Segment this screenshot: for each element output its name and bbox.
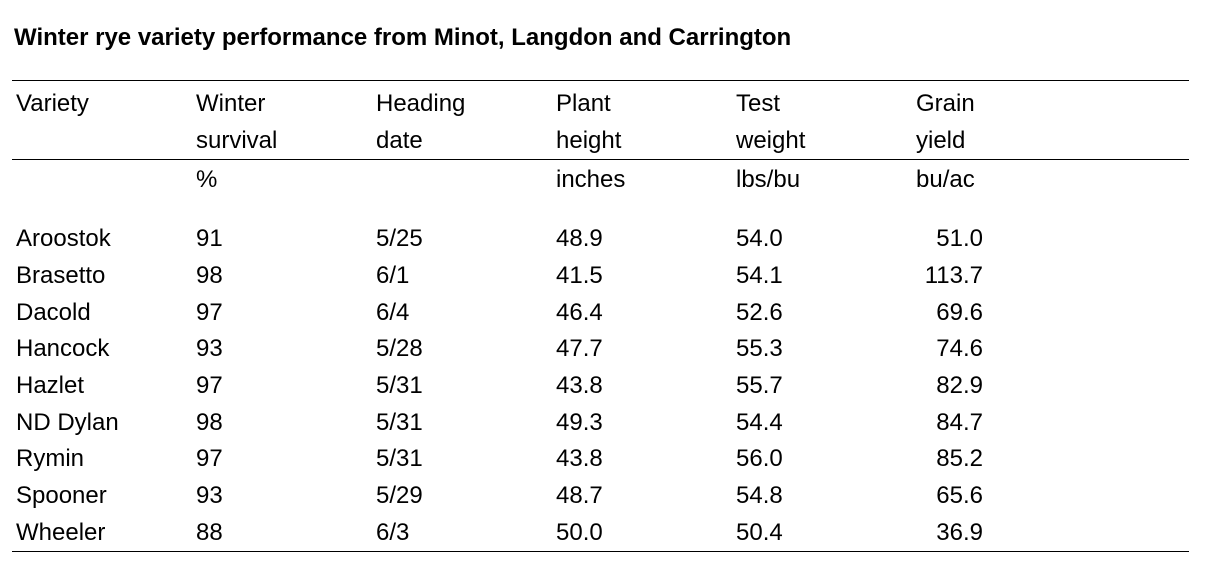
unit-grain-yield: bu/ac xyxy=(916,166,975,193)
row-grain-yield: 69.6 xyxy=(936,299,983,326)
table-top-rule xyxy=(12,80,1189,81)
unit-plant-height: inches xyxy=(556,166,626,193)
row-grain-yield: 82.9 xyxy=(936,372,983,399)
row-plant-height: 41.5 xyxy=(556,262,603,289)
row-variety: Spooner xyxy=(16,482,107,509)
header-winter-survival-line1: Winter xyxy=(196,90,266,117)
row-variety: Brasetto xyxy=(16,262,106,289)
row-test-weight: 52.6 xyxy=(736,299,783,326)
table-title: Winter rye variety performance from Mino… xyxy=(14,24,792,51)
header-grain-yield-line2: yield xyxy=(916,127,966,154)
row-test-weight: 50.4 xyxy=(736,519,783,546)
row-winter-survival: 98 xyxy=(196,262,223,289)
header-variety: Variety xyxy=(16,90,89,117)
row-test-weight: 54.4 xyxy=(736,409,783,436)
row-heading-date: 6/1 xyxy=(376,262,410,289)
row-plant-height: 43.8 xyxy=(556,372,603,399)
row-winter-survival: 88 xyxy=(196,519,223,546)
row-winter-survival: 93 xyxy=(196,482,223,509)
header-heading-date-line1: Heading xyxy=(376,90,466,117)
row-heading-date: 5/28 xyxy=(376,335,423,362)
row-plant-height: 47.7 xyxy=(556,335,603,362)
row-heading-date: 5/31 xyxy=(376,372,423,399)
row-heading-date: 5/25 xyxy=(376,225,423,252)
row-heading-date: 5/29 xyxy=(376,482,423,509)
row-test-weight: 54.8 xyxy=(736,482,783,509)
row-heading-date: 5/31 xyxy=(376,445,423,472)
row-plant-height: 50.0 xyxy=(556,519,603,546)
row-variety: Dacold xyxy=(16,299,91,326)
row-variety: Wheeler xyxy=(16,519,106,546)
row-grain-yield: 85.2 xyxy=(936,445,983,472)
row-heading-date: 6/4 xyxy=(376,299,410,326)
unit-test-weight: lbs/bu xyxy=(736,166,801,193)
header-plant-height-line2: height xyxy=(556,127,622,154)
row-winter-survival: 97 xyxy=(196,372,223,399)
row-test-weight: 54.1 xyxy=(736,262,783,289)
row-test-weight: 55.3 xyxy=(736,335,783,362)
row-plant-height: 43.8 xyxy=(556,445,603,472)
row-test-weight: 56.0 xyxy=(736,445,783,472)
row-plant-height: 46.4 xyxy=(556,299,603,326)
row-heading-date: 6/3 xyxy=(376,519,410,546)
row-grain-yield: 84.7 xyxy=(936,409,983,436)
row-plant-height: 48.9 xyxy=(556,225,603,252)
row-test-weight: 54.0 xyxy=(736,225,783,252)
row-grain-yield: 65.6 xyxy=(936,482,983,509)
row-grain-yield: 36.9 xyxy=(936,519,983,546)
row-grain-yield: 113.7 xyxy=(924,262,983,289)
row-winter-survival: 97 xyxy=(196,445,223,472)
row-grain-yield: 51.0 xyxy=(936,225,983,252)
row-variety: Hazlet xyxy=(16,372,85,399)
row-test-weight: 55.7 xyxy=(736,372,783,399)
header-grain-yield-line1: Grain xyxy=(916,90,975,117)
header-heading-date-line2: date xyxy=(376,127,423,154)
row-plant-height: 49.3 xyxy=(556,409,603,436)
row-grain-yield: 74.6 xyxy=(936,335,983,362)
row-variety: Aroostok xyxy=(16,225,111,252)
row-winter-survival: 91 xyxy=(196,225,223,252)
header-test-weight-line2: weight xyxy=(736,127,806,154)
header-winter-survival-line2: survival xyxy=(196,127,278,154)
header-bottom-rule xyxy=(12,159,1189,160)
table-bottom-rule xyxy=(12,551,1189,552)
row-variety: Hancock xyxy=(16,335,110,362)
header-test-weight-line1: Test xyxy=(736,90,781,117)
row-winter-survival: 98 xyxy=(196,409,223,436)
row-winter-survival: 93 xyxy=(196,335,223,362)
row-heading-date: 5/31 xyxy=(376,409,423,436)
row-variety: ND Dylan xyxy=(16,409,119,436)
row-plant-height: 48.7 xyxy=(556,482,603,509)
header-plant-height-line1: Plant xyxy=(556,90,611,117)
unit-winter-survival: % xyxy=(196,166,218,193)
row-winter-survival: 97 xyxy=(196,299,223,326)
row-variety: Rymin xyxy=(16,445,85,472)
